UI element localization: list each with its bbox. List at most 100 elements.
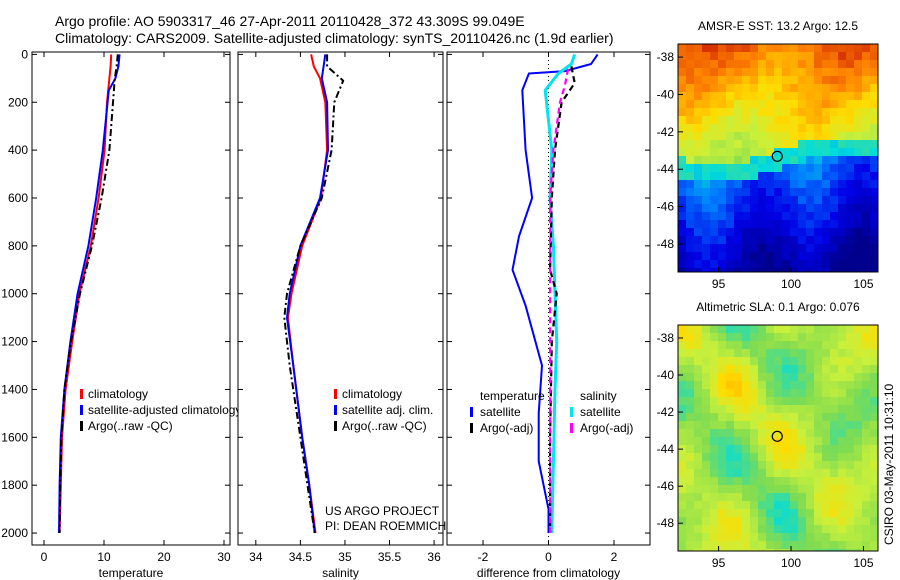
map-cell bbox=[798, 389, 806, 397]
figure-title-line-2: Climatology: CARS2009. Satellite-adjuste… bbox=[55, 30, 613, 46]
map-cell bbox=[758, 349, 766, 357]
map-cell bbox=[726, 373, 734, 381]
map-cell bbox=[806, 60, 814, 68]
map-cell bbox=[718, 132, 726, 140]
map-cell bbox=[806, 212, 814, 220]
map-cell bbox=[750, 156, 758, 164]
map-cell bbox=[750, 517, 758, 525]
map-cell bbox=[750, 132, 758, 140]
map-cell bbox=[718, 469, 726, 477]
map-cell bbox=[870, 469, 878, 477]
map-cell bbox=[870, 517, 878, 525]
map-cell bbox=[678, 156, 686, 164]
map-cell bbox=[686, 164, 694, 172]
map-cell bbox=[726, 421, 734, 429]
map-cell bbox=[766, 421, 774, 429]
map-cell bbox=[734, 116, 742, 124]
map-cell bbox=[790, 252, 798, 260]
map-cell bbox=[846, 116, 854, 124]
map-cell bbox=[822, 445, 830, 453]
map-cell bbox=[694, 196, 702, 204]
map-cell bbox=[694, 148, 702, 156]
map-cell bbox=[814, 469, 822, 477]
map-cell bbox=[854, 220, 862, 228]
map-cell bbox=[830, 268, 838, 272]
map-cell bbox=[870, 541, 878, 549]
map-cell bbox=[718, 124, 726, 132]
map-cell bbox=[798, 220, 806, 228]
map-cell bbox=[702, 44, 710, 52]
map-cell bbox=[734, 44, 742, 52]
map-cell bbox=[734, 180, 742, 188]
argo-position-marker bbox=[771, 150, 783, 162]
legend-swatch bbox=[80, 421, 83, 431]
map-cell bbox=[870, 124, 878, 132]
map-cell bbox=[806, 461, 814, 469]
map-cell bbox=[678, 357, 686, 365]
map-cell bbox=[830, 44, 838, 52]
map-cell bbox=[846, 108, 854, 116]
map-cell bbox=[766, 325, 774, 333]
map-cell bbox=[830, 493, 838, 501]
map-cell bbox=[726, 252, 734, 260]
map-cell bbox=[806, 509, 814, 517]
map-cell bbox=[734, 252, 742, 260]
map-cell bbox=[862, 453, 870, 461]
map-cell bbox=[830, 188, 838, 196]
map-cell bbox=[750, 453, 758, 461]
map-cell bbox=[790, 341, 798, 349]
map-cell bbox=[870, 325, 878, 333]
map-cell bbox=[742, 172, 750, 180]
map-cell bbox=[862, 365, 870, 373]
map-cell bbox=[814, 84, 822, 92]
map-cell bbox=[686, 212, 694, 220]
map-cell bbox=[686, 461, 694, 469]
map-cell bbox=[774, 541, 782, 549]
map-cell bbox=[782, 365, 790, 373]
map-cell bbox=[838, 325, 846, 333]
map-cell bbox=[790, 244, 798, 252]
map-cell bbox=[694, 437, 702, 445]
map-cell bbox=[702, 132, 710, 140]
map-cell bbox=[710, 509, 718, 517]
map-cell bbox=[686, 493, 694, 501]
map-cell bbox=[742, 517, 750, 525]
map-cell bbox=[790, 236, 798, 244]
map-cell bbox=[862, 164, 870, 172]
map-cell bbox=[710, 541, 718, 549]
map-cell bbox=[774, 220, 782, 228]
map-cell bbox=[726, 477, 734, 485]
map-cell bbox=[710, 549, 718, 551]
map-cell bbox=[830, 148, 838, 156]
map-cell bbox=[702, 389, 710, 397]
map-cell bbox=[830, 509, 838, 517]
map-cell bbox=[862, 116, 870, 124]
map-cell bbox=[726, 501, 734, 509]
map-cell bbox=[814, 68, 822, 76]
y-tick-label: -38 bbox=[657, 331, 675, 345]
map-cell bbox=[774, 453, 782, 461]
map-cell bbox=[678, 421, 686, 429]
map-cell bbox=[758, 180, 766, 188]
map-cell bbox=[678, 453, 686, 461]
map-cell bbox=[862, 124, 870, 132]
map-cell bbox=[726, 92, 734, 100]
map-cell bbox=[782, 405, 790, 413]
map-cell bbox=[798, 429, 806, 437]
map-cell bbox=[814, 220, 822, 228]
map-cell bbox=[758, 252, 766, 260]
map-cell bbox=[798, 156, 806, 164]
map-cell bbox=[846, 44, 854, 52]
map-cell bbox=[862, 469, 870, 477]
x-tick-label: 34.5 bbox=[289, 550, 313, 564]
map-cell bbox=[766, 268, 774, 272]
map-cell bbox=[782, 541, 790, 549]
map-cell bbox=[870, 461, 878, 469]
map-cell bbox=[822, 437, 830, 445]
map-cell bbox=[838, 252, 846, 260]
map-cell bbox=[798, 549, 806, 551]
plot-frame bbox=[31, 51, 231, 546]
map-cell bbox=[766, 541, 774, 549]
map-cell bbox=[830, 52, 838, 60]
map-cell bbox=[806, 188, 814, 196]
